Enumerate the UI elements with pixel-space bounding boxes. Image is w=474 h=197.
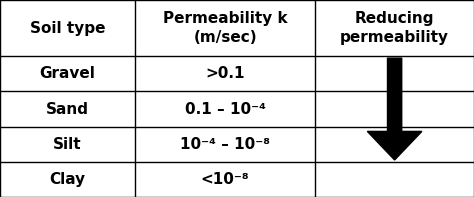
Text: 0.1 – 10⁻⁴: 0.1 – 10⁻⁴: [185, 101, 265, 117]
Text: Soil type: Soil type: [30, 20, 105, 36]
Text: Gravel: Gravel: [40, 66, 95, 81]
Text: Reducing
permeability: Reducing permeability: [340, 11, 449, 45]
Text: Silt: Silt: [53, 137, 82, 152]
Text: 10⁻⁴ – 10⁻⁸: 10⁻⁴ – 10⁻⁸: [180, 137, 270, 152]
Text: Clay: Clay: [49, 172, 86, 187]
Text: Sand: Sand: [46, 101, 89, 117]
Text: >0.1: >0.1: [205, 66, 245, 81]
FancyArrow shape: [367, 58, 422, 160]
Text: <10⁻⁸: <10⁻⁸: [201, 172, 249, 187]
Text: Permeability k
(m/sec): Permeability k (m/sec): [163, 11, 287, 45]
